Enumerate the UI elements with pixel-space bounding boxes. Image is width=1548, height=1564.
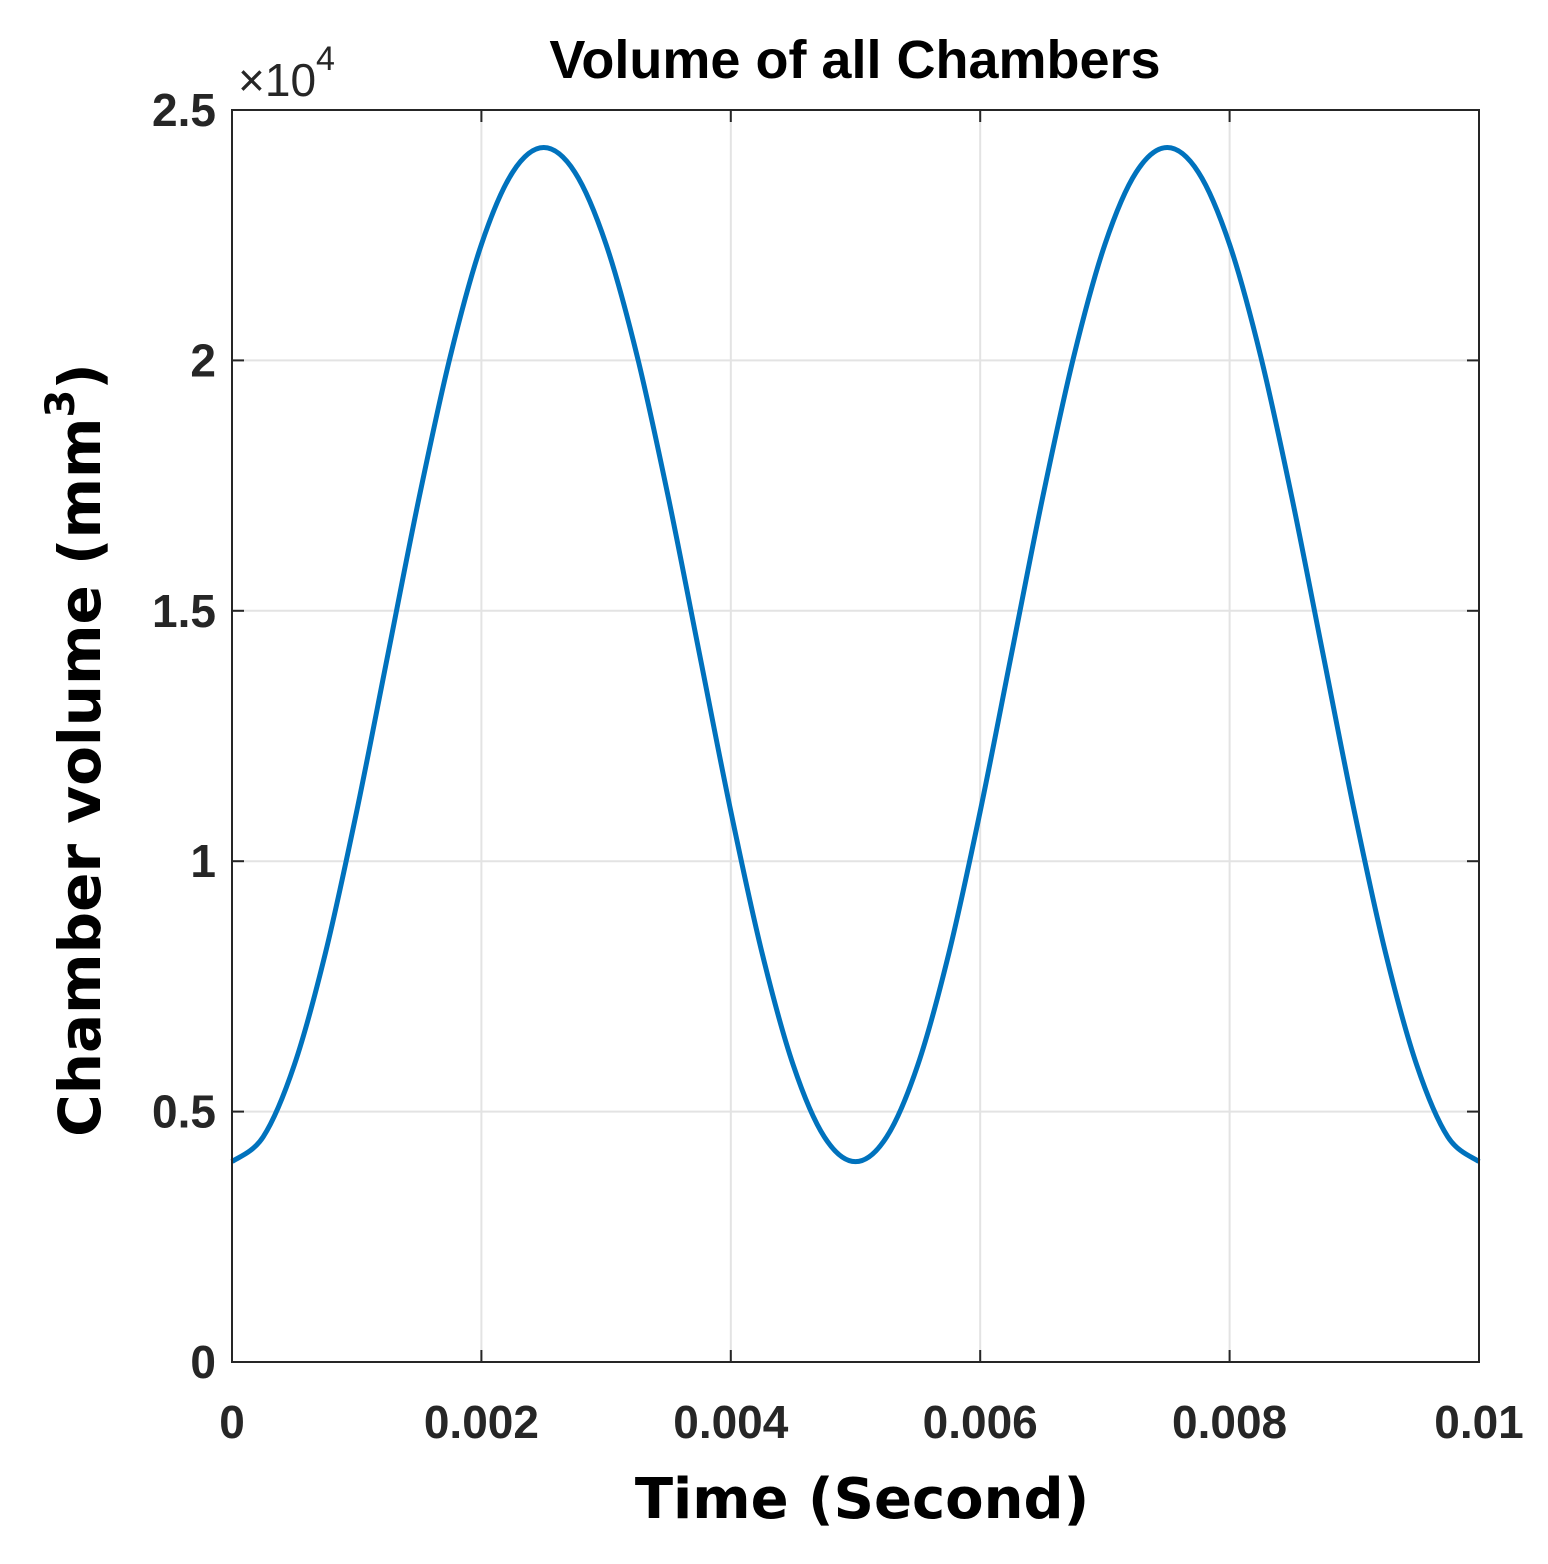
tick-labels: 0 0.002 0.004 0.006 0.008 0.01 0 0.5 1 1.5 2 2.5	[152, 84, 1524, 1448]
axes-box	[231, 109, 1480, 1363]
x-axis-label: Time (Second)	[635, 1467, 1089, 1532]
y-tick-label: 1	[190, 835, 216, 887]
x-tick-label: 0.006	[923, 1396, 1038, 1448]
y-tick-label: 2	[190, 334, 216, 386]
y-tick-label: 1.5	[152, 585, 216, 637]
x-tick-label: 0.008	[1172, 1396, 1287, 1448]
x-tick-label: 0.01	[1434, 1396, 1524, 1448]
grid	[231, 109, 1480, 1363]
ticks	[231, 109, 1480, 1363]
y-axis-label: Chamber volume (mm3)	[38, 363, 114, 1137]
x-tick-label: 0.002	[424, 1396, 539, 1448]
x-tick-label: 0	[219, 1396, 245, 1448]
chart-title: Volume of all Chambers	[549, 30, 1160, 90]
series-line	[230, 145, 1481, 1165]
y-tick-label: 0.5	[152, 1086, 216, 1138]
y-multiplier: ×104	[238, 40, 335, 106]
y-tick-label: 0	[190, 1336, 216, 1388]
x-tick-label: 0.004	[673, 1396, 789, 1448]
y-tick-label: 2.5	[152, 84, 216, 136]
